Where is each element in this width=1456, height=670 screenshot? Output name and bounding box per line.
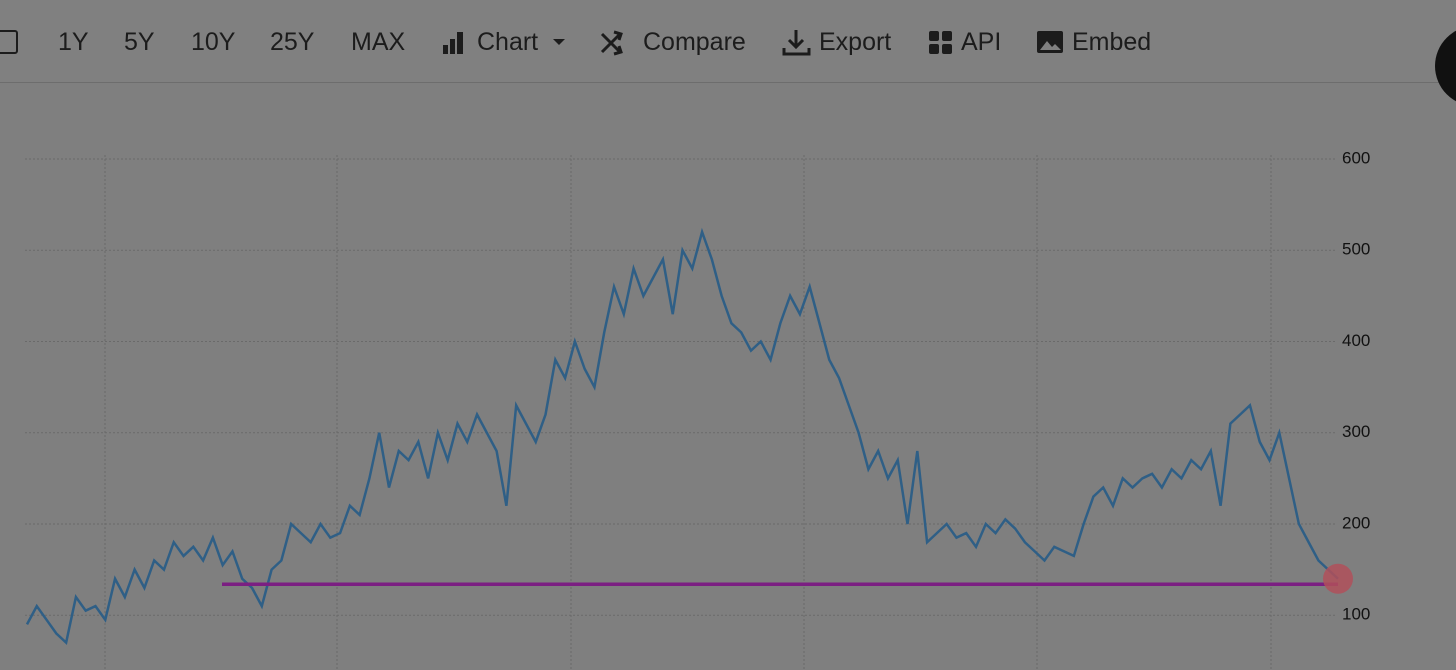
chart-button[interactable]: Chart — [477, 28, 539, 56]
toolbar: 1Y 5Y 10Y 25Y MAX Chart Compare Export A… — [0, 0, 1456, 83]
calendar-icon[interactable] — [0, 30, 18, 54]
last-point — [1323, 563, 1353, 594]
range-button[interactable]: 10Y — [191, 28, 236, 56]
overlay-button[interactable] — [1435, 26, 1456, 106]
x-grid — [104, 155, 1272, 670]
range-button[interactable]: 5Y — [124, 28, 155, 56]
embed-button[interactable]: Embed — [1072, 28, 1152, 56]
y-tick-label: 400 — [1342, 331, 1370, 350]
y-tick-label: 300 — [1342, 422, 1370, 441]
range-button[interactable]: MAX — [351, 28, 406, 56]
range-button[interactable]: 1Y — [58, 28, 89, 56]
export-button[interactable]: Export — [819, 28, 892, 56]
range-button[interactable]: 25Y — [270, 28, 315, 56]
compare-button[interactable]: Compare — [643, 28, 746, 56]
y-tick-label: 600 — [1342, 148, 1370, 167]
toolbar-icons — [443, 30, 1063, 56]
price-line — [25, 227, 1339, 646]
y-tick-label: 500 — [1342, 240, 1370, 259]
api-button[interactable]: API — [961, 28, 1002, 56]
y-tick-label: 200 — [1342, 513, 1370, 532]
y-tick-label: 100 — [1342, 605, 1370, 624]
